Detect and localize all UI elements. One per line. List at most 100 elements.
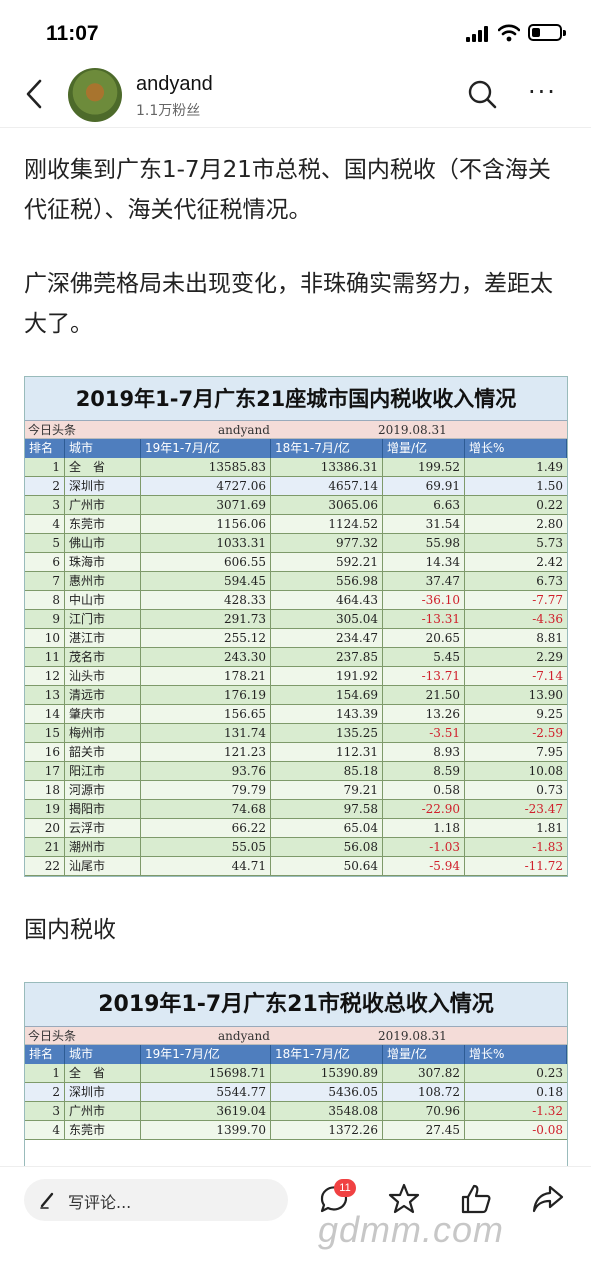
star-icon[interactable] bbox=[386, 1181, 422, 1217]
table-cell: 广州市 bbox=[65, 496, 141, 514]
table-cell: 237.85 bbox=[271, 648, 383, 666]
table-meta: 今日头条 andyand 2019.08.31 bbox=[25, 1027, 567, 1045]
header-cell: 18年1-7月/亿 bbox=[271, 439, 383, 458]
table-source: 今日头条 bbox=[28, 1029, 77, 1043]
table-row: 21 潮州市 55.05 56.08 -1.03 -1.83 bbox=[25, 838, 567, 857]
tax-table-image[interactable]: 2019年1-7月广东21座城市国内税收收入情况 今日头条 andyand 20… bbox=[24, 376, 568, 877]
table-cell: 55.05 bbox=[141, 838, 271, 856]
table-cell: -5.94 bbox=[383, 857, 465, 875]
table-cell: 3065.06 bbox=[271, 496, 383, 514]
more-icon[interactable]: ··· bbox=[528, 78, 557, 106]
table-cell: 3 bbox=[25, 496, 65, 514]
header-cell: 城市 bbox=[65, 439, 141, 458]
table-cell: 5.73 bbox=[536, 536, 563, 550]
table-cell: 977.32 bbox=[271, 534, 383, 552]
table-cell: 5.45 bbox=[383, 648, 465, 666]
share-icon[interactable] bbox=[530, 1181, 566, 1217]
table-cell: 191.92 bbox=[271, 667, 383, 685]
table-cell: 464.43 bbox=[271, 591, 383, 609]
table-cell: 4657.14 bbox=[271, 477, 383, 495]
header-cell: 增量/亿 bbox=[383, 439, 465, 458]
table-cell: 中山市 bbox=[65, 591, 141, 609]
table-cell: 0.18 bbox=[536, 1085, 563, 1099]
table-cell: 0.73 bbox=[536, 783, 563, 797]
avatar[interactable] bbox=[68, 68, 122, 122]
table-cell: 4 bbox=[25, 515, 65, 533]
table-cell: 428.33 bbox=[141, 591, 271, 609]
table-cell: 65.04 bbox=[271, 819, 383, 837]
table-meta: 今日头条 andyand 2019.08.31 bbox=[25, 421, 567, 439]
author-name[interactable]: andyand bbox=[136, 73, 213, 95]
back-icon[interactable] bbox=[20, 76, 50, 112]
table-cell: 7.95 bbox=[536, 745, 563, 759]
follower-count: 1.1万粉丝 bbox=[136, 103, 201, 119]
table-cell: 18 bbox=[25, 781, 65, 799]
header-cell: 增长% bbox=[465, 439, 567, 458]
table-cell: 湛江市 bbox=[65, 629, 141, 647]
table-cell: 79.79 bbox=[141, 781, 271, 799]
signal-icon bbox=[466, 26, 492, 42]
table-header: 排名 城市 19年1-7月/亿 18年1-7月/亿 增量/亿 增长% bbox=[25, 439, 567, 458]
table-cell: -3.51 bbox=[383, 724, 465, 742]
table-cell: 深圳市 bbox=[65, 477, 141, 495]
table-cell: 2.29 bbox=[536, 650, 563, 664]
table-cell: 全 省 bbox=[65, 1064, 141, 1082]
table-cell: 143.39 bbox=[271, 705, 383, 723]
table-cell: 6 bbox=[25, 553, 65, 571]
search-icon[interactable] bbox=[466, 78, 498, 110]
table-cell: 2 bbox=[25, 1083, 65, 1101]
table-cell: 44.71 bbox=[141, 857, 271, 875]
table-cell: 梅州市 bbox=[65, 724, 141, 742]
table-cell: 31.54 bbox=[383, 515, 465, 533]
table-cell: 揭阳市 bbox=[65, 800, 141, 818]
table-row: 14 肇庆市 156.65 143.39 13.26 9.25 bbox=[25, 705, 567, 724]
table-cell: 19 bbox=[25, 800, 65, 818]
table-cell: 3548.08 bbox=[271, 1102, 383, 1120]
table-cell: 13386.31 bbox=[271, 458, 383, 476]
header-cell: 19年1-7月/亿 bbox=[141, 1045, 271, 1064]
table-cell: 255.12 bbox=[141, 629, 271, 647]
pen-icon bbox=[40, 1192, 54, 1209]
table-cell: 112.31 bbox=[271, 743, 383, 761]
table-cell: 1124.52 bbox=[271, 515, 383, 533]
table-cell: 17 bbox=[25, 762, 65, 780]
table-cell: 14.34 bbox=[383, 553, 465, 571]
table-cell: 135.25 bbox=[271, 724, 383, 742]
tax-table-image[interactable]: 2019年1-7月广东21市税收总收入情况 今日头条 andyand 2019.… bbox=[24, 982, 568, 1170]
table-title: 2019年1-7月广东21市税收总收入情况 bbox=[25, 983, 567, 1027]
table-cell: -36.10 bbox=[383, 591, 465, 609]
table-cell: 131.74 bbox=[141, 724, 271, 742]
table-row: 13 清远市 176.19 154.69 21.50 13.90 bbox=[25, 686, 567, 705]
table-row: 2 深圳市 5544.77 5436.05 108.72 0.18 bbox=[25, 1083, 567, 1102]
table-cell: -13.31 bbox=[383, 610, 465, 628]
status-time: 11:07 bbox=[46, 22, 99, 45]
comment-input[interactable]: 写评论... bbox=[24, 1179, 288, 1221]
table-row: 9 江门市 291.73 305.04 -13.31 -4.36 bbox=[25, 610, 567, 629]
watermark: gdmm.com bbox=[318, 1209, 505, 1250]
table-row: 4 东莞市 1156.06 1124.52 31.54 2.80 bbox=[25, 515, 567, 534]
table-cell: 85.18 bbox=[271, 762, 383, 780]
table-cell: -7.14 bbox=[532, 669, 563, 683]
table-row: 3 广州市 3071.69 3065.06 6.63 0.22 bbox=[25, 496, 567, 515]
table-cell: 93.76 bbox=[141, 762, 271, 780]
table-cell: 15698.71 bbox=[141, 1064, 271, 1082]
table-cell: -11.72 bbox=[524, 859, 563, 873]
table-source: 今日头条 bbox=[28, 423, 77, 437]
table-cell: 592.21 bbox=[271, 553, 383, 571]
table-cell: 9.25 bbox=[536, 707, 563, 721]
table-row: 15 梅州市 131.74 135.25 -3.51 -2.59 bbox=[25, 724, 567, 743]
table-cell: -22.90 bbox=[383, 800, 465, 818]
table-cell: 1033.31 bbox=[141, 534, 271, 552]
table-cell: 全 省 bbox=[65, 458, 141, 476]
comment-icon[interactable] bbox=[316, 1181, 352, 1217]
table-cell: 1.18 bbox=[383, 819, 465, 837]
table-cell: 556.98 bbox=[271, 572, 383, 590]
table-cell: 珠海市 bbox=[65, 553, 141, 571]
table-cell: 108.72 bbox=[383, 1083, 465, 1101]
comment-count-badge: 11 bbox=[334, 1179, 356, 1197]
table-cell: 佛山市 bbox=[65, 534, 141, 552]
like-icon[interactable] bbox=[458, 1181, 494, 1217]
table-cell: -7.77 bbox=[532, 593, 563, 607]
